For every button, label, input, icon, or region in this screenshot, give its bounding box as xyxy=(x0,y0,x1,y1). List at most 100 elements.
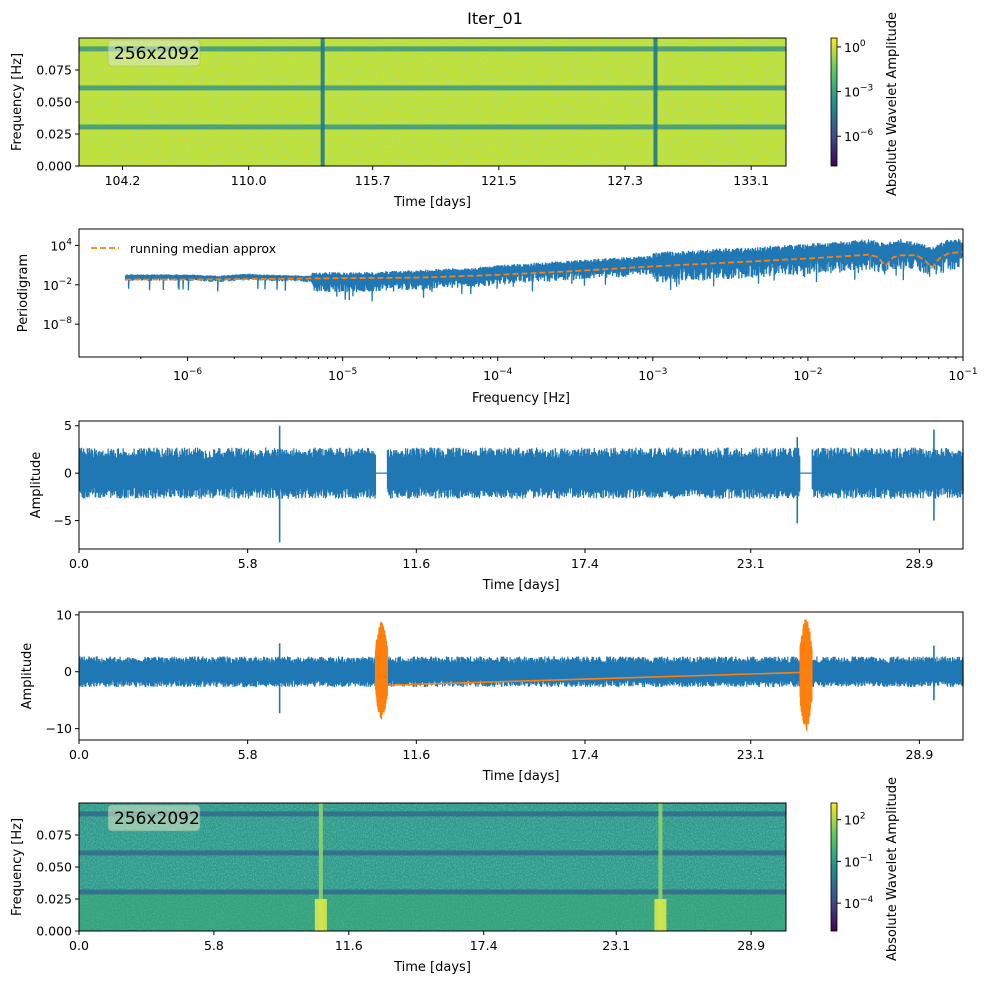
colorbar-gradient xyxy=(830,802,838,932)
colorbar-tick-label: 102 xyxy=(844,812,866,828)
y-tick-label: 5 xyxy=(64,418,72,433)
transient-line-0 xyxy=(318,803,323,931)
plot-body xyxy=(124,238,963,302)
size-label-box xyxy=(107,804,201,832)
x-tick-label: 23.1 xyxy=(602,938,630,953)
dark-band-1 xyxy=(79,85,786,91)
y-tick-label: 0.000 xyxy=(36,924,72,939)
x-tick-label: 127.3 xyxy=(607,173,643,188)
y-tick-label: 0 xyxy=(64,466,72,481)
x-tick-label: 10−2 xyxy=(793,367,822,383)
x-tick-label: 17.4 xyxy=(571,747,599,762)
figure-title: Iter_01 xyxy=(467,9,523,29)
x-tick-label: 23.1 xyxy=(737,556,765,571)
y-tick-label: 0.075 xyxy=(36,63,72,78)
x-tick-label: 0.0 xyxy=(69,938,89,953)
x-tick-label: 17.4 xyxy=(571,556,599,571)
transient-burst-1 xyxy=(654,899,667,931)
y-axis-label: Periodigram xyxy=(16,254,31,332)
colorbar-label: Absolute Wavelet Amplitude xyxy=(885,12,900,196)
x-tick-label: 5.8 xyxy=(204,938,224,953)
y-axis-label: Amplitude xyxy=(20,643,35,710)
size-label: 256x2092 xyxy=(114,809,200,829)
x-tick-label: 0.0 xyxy=(69,556,89,571)
x-tick-label: 110.0 xyxy=(231,173,267,188)
y-tick-label: 0.025 xyxy=(36,127,72,142)
y-tick-label: 0.025 xyxy=(36,892,72,907)
transient-burst-0 xyxy=(314,899,327,931)
x-tick-label: 17.4 xyxy=(470,938,498,953)
low-frequency-band xyxy=(79,892,786,931)
x-tick-label: 5.8 xyxy=(238,747,258,762)
x-axis-label: Frequency [Hz] xyxy=(472,391,570,406)
dark-band-2 xyxy=(79,811,786,817)
y-tick-label: 104 xyxy=(50,237,72,253)
y-tick-label: 0.000 xyxy=(36,159,72,174)
dark-band-1 xyxy=(79,850,786,856)
axes-frame xyxy=(78,611,964,741)
x-tick-label: 11.6 xyxy=(335,938,363,953)
x-tick-label: 133.1 xyxy=(733,173,769,188)
colorbar-gradient xyxy=(830,37,838,167)
x-tick-label: 115.7 xyxy=(355,173,391,188)
transient-line-0 xyxy=(320,38,325,166)
x-tick-label: 10−3 xyxy=(638,367,667,383)
x-tick-label: 10−6 xyxy=(173,367,202,383)
y-tick-label: 10 xyxy=(56,607,72,622)
axes-frame xyxy=(78,420,964,550)
y-tick-label: 10−8 xyxy=(43,316,72,332)
colorbar-tick-label: 100 xyxy=(844,39,866,55)
x-tick-label: 121.5 xyxy=(481,173,517,188)
x-axis-label: Time [days] xyxy=(482,578,560,593)
transient-line-1 xyxy=(653,38,658,166)
spectrogram-top-axes: 256x2092 104.2 110.0 115.7 121.5 127.3 133.1 0.… xyxy=(10,37,787,210)
transient-line-1 xyxy=(658,803,663,931)
y-axis-label: Amplitude xyxy=(29,452,44,519)
timeseries-filled-axes: 0.0 5.8 11.6 17.4 23.1 28.9 10 0 −10 Time [days] A… xyxy=(20,607,964,784)
trend-line xyxy=(381,671,806,687)
amplitude-line xyxy=(78,447,964,499)
x-tick-label: 10−4 xyxy=(483,367,512,383)
y-tick-label: 0 xyxy=(64,664,72,679)
x-tick-label: 10−1 xyxy=(948,367,977,383)
y-tick-label: 0.075 xyxy=(36,828,72,843)
spectrogram-bottom-axes: 256x2092 0.0 5.8 11.6 17.4 23.1 28.9 0.000 0.025… xyxy=(10,802,787,975)
x-tick-label: 11.6 xyxy=(402,747,430,762)
dark-band-2 xyxy=(79,46,786,52)
timeseries-gapped-axes: 0.0 5.8 11.6 17.4 23.1 28.9 5 0 −5 Time [days] Amp… xyxy=(29,418,964,593)
colorbar-tick-label: 10−1 xyxy=(844,853,873,869)
x-tick-label: 28.9 xyxy=(737,938,765,953)
size-label-box xyxy=(107,39,201,67)
filled-segment-0 xyxy=(374,621,388,720)
colorbar-tick-label: 10−3 xyxy=(844,84,873,100)
x-tick-label: 11.6 xyxy=(402,556,430,571)
x-tick-label: 5.8 xyxy=(238,556,258,571)
size-label: 256x2092 xyxy=(114,44,200,64)
axes-frame xyxy=(78,228,964,358)
y-tick-label: −5 xyxy=(54,513,72,528)
y-tick-label: −10 xyxy=(46,721,72,736)
y-tick-label: 0.050 xyxy=(36,95,72,110)
colorbar-tick-label: 10−6 xyxy=(844,128,873,144)
x-axis-label: Time [days] xyxy=(482,769,560,784)
colorbar-label: Absolute Wavelet Amplitude xyxy=(885,777,900,961)
x-tick-label: 0.0 xyxy=(69,747,89,762)
x-tick-label: 104.2 xyxy=(105,173,141,188)
filled-segment-1 xyxy=(799,619,813,731)
y-axis-label: Frequency [Hz] xyxy=(10,53,25,151)
spectrogram-bottom-colorbar: 102 10−1 10−4 Absolute Wavelet Amplitude xyxy=(830,777,900,961)
x-tick-label: 10−5 xyxy=(328,367,357,383)
periodogram-axes: running median approx 10−6 10−5 10−4 10−3 10−… xyxy=(16,228,978,406)
y-axis-label: Frequency [Hz] xyxy=(10,818,25,916)
y-tick-label: 10−2 xyxy=(43,277,72,293)
dark-band-0 xyxy=(79,889,786,895)
colorbar-tick-label: 10−4 xyxy=(844,895,873,911)
amplitude-line xyxy=(78,656,964,688)
y-tick-label: 0.050 xyxy=(36,860,72,875)
x-axis-label: Time [days] xyxy=(393,960,471,975)
dark-band-0 xyxy=(79,124,786,130)
legend-label: running median approx xyxy=(130,241,276,256)
x-tick-label: 28.9 xyxy=(905,747,933,762)
x-axis-label: Time [days] xyxy=(393,195,471,210)
